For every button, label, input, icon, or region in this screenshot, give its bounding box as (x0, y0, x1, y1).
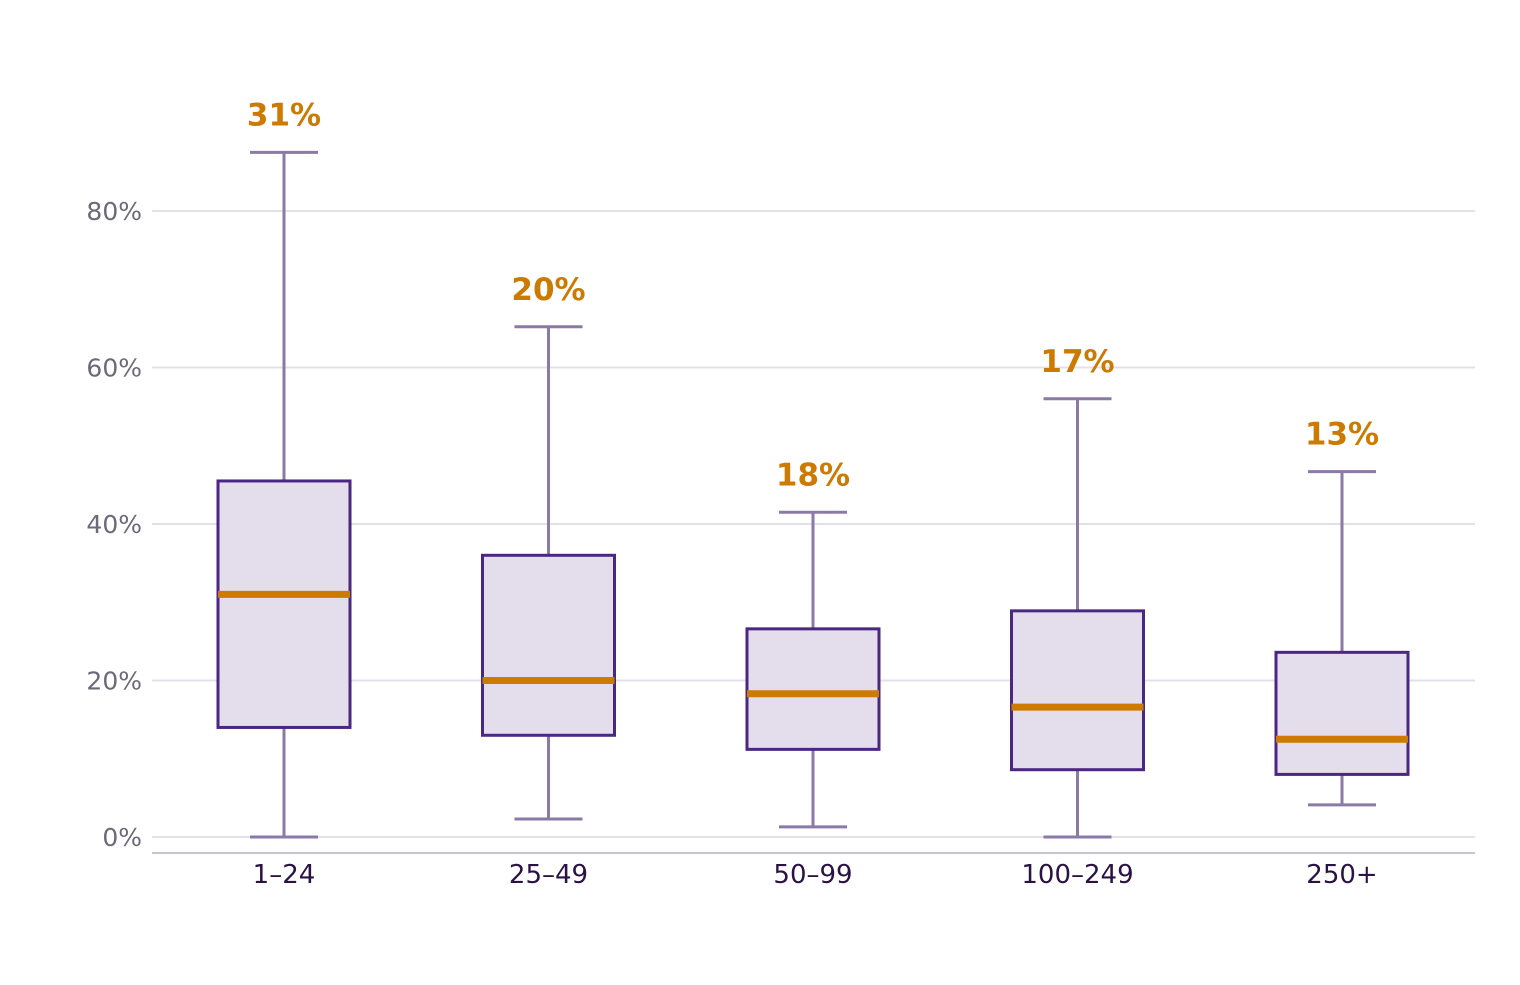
box-group (216, 150, 352, 839)
x-category-label: 100–249 (1021, 860, 1133, 890)
x-category-label: 1–24 (253, 860, 316, 890)
box-group (481, 325, 616, 821)
box-group (1274, 470, 1410, 807)
x-category-label: 250+ (1306, 860, 1377, 890)
y-tick-label: 40% (86, 510, 142, 539)
box-group (1010, 397, 1145, 839)
median-value-label: 17% (1040, 344, 1114, 380)
y-tick-label: 0% (102, 823, 142, 852)
x-category-label: 50–99 (773, 860, 852, 890)
iqr-box (1274, 650, 1410, 776)
iqr-box (216, 479, 352, 729)
x-category-label: 25–49 (509, 860, 588, 890)
iqr-box (745, 627, 881, 751)
y-tick-label: 80% (86, 197, 142, 226)
iqr-box (481, 553, 616, 737)
box-group (745, 510, 881, 829)
median-value-label: 13% (1305, 417, 1379, 453)
iqr-box (1010, 609, 1145, 772)
box-layer (216, 150, 1410, 839)
median-value-label: 31% (247, 97, 321, 133)
label-layer: 0% 20% 40% 60% 80% 31% 1–24 20% 25–49 18% 50–99 17%… (86, 97, 1379, 890)
y-tick-label: 20% (86, 667, 142, 696)
median-value-label: 20% (511, 272, 585, 308)
median-value-label: 18% (776, 457, 850, 493)
y-tick-label: 60% (86, 354, 142, 383)
